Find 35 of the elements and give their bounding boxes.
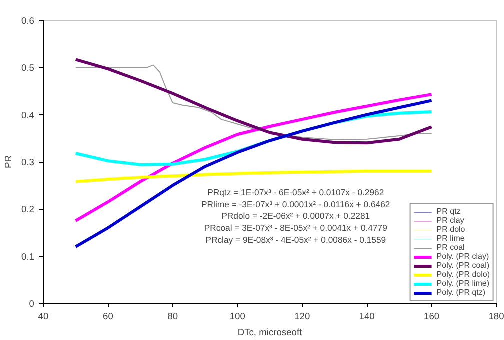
annotation: PRqtz = 1E-07x³ - 6E-05x² + 0.0107x - 0.2962: [208, 188, 384, 198]
y-axis-title: PR: [4, 155, 14, 168]
legend-label: PR coal: [436, 243, 465, 252]
legend-label: Poly. (PR coal): [436, 261, 490, 270]
legend-label: PR clay: [436, 216, 464, 225]
y-tick-label: 0: [29, 299, 35, 309]
annotation: PRlime = -3E-07x³ + 0.0001x² - 0.0116x + 0.6462: [202, 199, 390, 210]
legend-label: Poly. (PR qtz): [436, 288, 486, 297]
x-tick-label: 80: [168, 312, 178, 322]
legend-label: Poly. (PR dolo): [436, 270, 490, 279]
legend-label: PR dolo: [436, 225, 466, 234]
annotation: PRclay = 9E-08x³ - 4E-05x² + 0.0086x - 0.1559: [206, 234, 386, 245]
x-tick-label: 120: [294, 312, 310, 322]
y-tick-label: 0.5: [22, 63, 34, 74]
legend-label: PR lime: [436, 234, 465, 243]
y-tick-label: 0.2: [22, 204, 34, 215]
x-axis-title: DTc, microseoft: [238, 328, 303, 338]
x-tick-label: 180: [488, 312, 504, 322]
annotation: PRcoal = 3E-07x³ - 8E-05x² + 0.0041x + 0.4779: [204, 223, 388, 234]
line-series: [74, 170, 434, 184]
y-tick-label: 0.6: [22, 16, 34, 26]
y-tick-label: 0.1: [22, 252, 34, 262]
legend-label: PR qtz: [436, 207, 461, 216]
legend-label: Poly. (PR clay): [436, 252, 490, 261]
x-tick-label: 40: [38, 312, 49, 322]
x-tick-label: 160: [424, 312, 440, 322]
y-tick-label: 0.4: [22, 110, 34, 120]
annotation: PRdolo = -2E-06x² + 0.0007x + 0.2281: [222, 211, 370, 222]
line-series: [74, 99, 434, 248]
x-tick-label: 100: [230, 312, 246, 322]
y-tick-label: 0.3: [22, 158, 34, 168]
x-tick-label: 60: [103, 312, 114, 322]
line-series: [74, 93, 434, 222]
legend-label: Poly. (PR lime): [436, 279, 490, 288]
x-tick-label: 140: [359, 312, 375, 322]
